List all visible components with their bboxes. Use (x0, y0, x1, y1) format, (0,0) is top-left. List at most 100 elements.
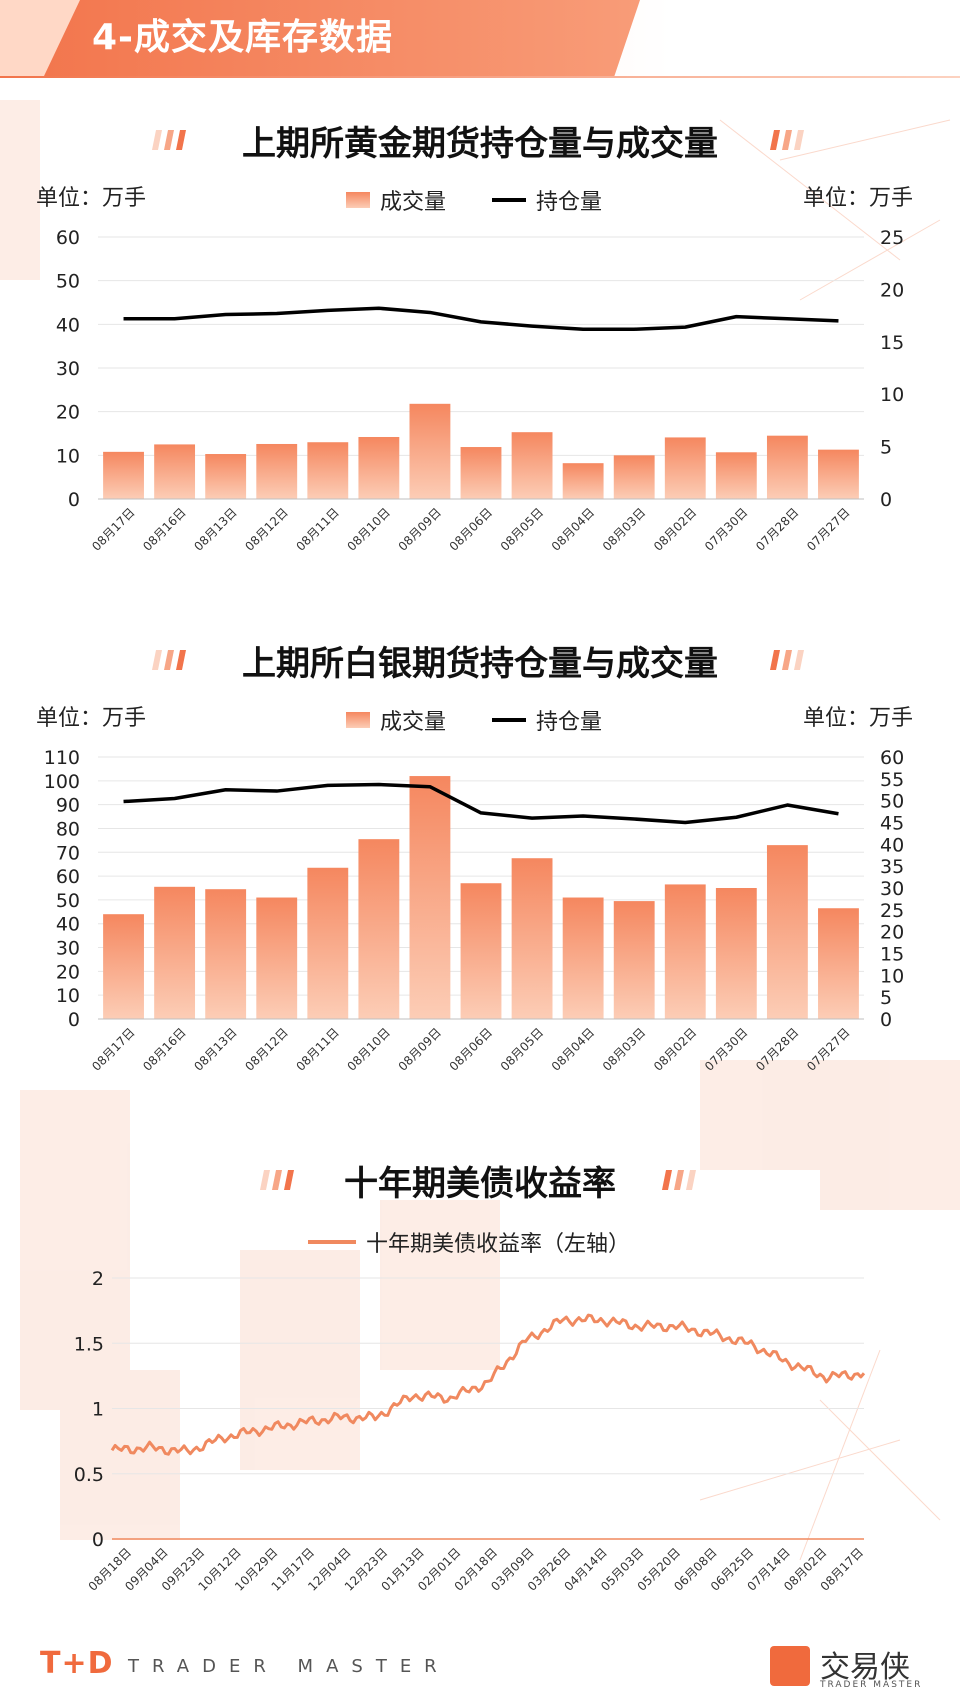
y-tick-label-left: 70 (56, 842, 80, 864)
y-tick-label-right: 35 (880, 856, 904, 878)
y-tick-label-left: 50 (56, 890, 80, 912)
legend-line-label: 持仓量 (536, 710, 603, 735)
y-tick-label-left: 20 (56, 402, 80, 424)
jiaoyixia-logo-text: 交易侠 (820, 1650, 910, 1685)
title-decoration-left (152, 130, 186, 150)
y-tick-label-right: 20 (880, 922, 904, 944)
yield-line (110, 1313, 866, 1456)
open-interest-line (123, 306, 839, 331)
bar (103, 914, 144, 1019)
legend-bar-swatch (346, 712, 370, 728)
silver-unit-left: 单位：万手 (36, 706, 147, 731)
bar (766, 845, 808, 1019)
title-decoration-right (770, 130, 804, 150)
y-tick-label-left: 80 (56, 818, 80, 840)
gold-chart-title: 上期所黄金期货持仓量与成交量 (242, 124, 718, 164)
bar (562, 463, 604, 499)
y-tick-label-left: 30 (56, 938, 80, 960)
y-tick-label-right: 45 (880, 813, 904, 835)
bar (511, 858, 553, 1019)
bar (307, 867, 349, 1019)
bar (766, 435, 808, 499)
y-tick-label-left: 0 (68, 489, 80, 511)
bar (613, 901, 655, 1019)
bar (205, 454, 247, 499)
y-tick-label-right: 10 (880, 384, 904, 406)
bar (154, 886, 196, 1019)
bar (307, 442, 349, 499)
bar (511, 432, 553, 499)
brand-wordmark: TRADER MASTER (128, 1656, 450, 1677)
silver-chart: 0102030405060708090100110051015202530354… (44, 747, 904, 1074)
y-tick-label-right: 15 (880, 332, 904, 354)
bar (205, 889, 247, 1019)
y-tick-label-left: 10 (56, 445, 80, 467)
silver-chart-title: 上期所白银期货持仓量与成交量 (242, 644, 718, 684)
header-divider (0, 76, 960, 78)
bar (818, 449, 859, 499)
bar (358, 436, 400, 499)
bar (154, 444, 196, 499)
y-tick-label-right: 25 (880, 227, 904, 249)
treasury-chart-title: 十年期美债收益率 (344, 1164, 616, 1204)
bar (103, 451, 144, 499)
y-tick-label-right: 30 (880, 878, 904, 900)
y-tick-label-right: 5 (880, 437, 892, 459)
y-tick-label-left: 50 (56, 271, 80, 293)
y-tick-label-right: 20 (880, 279, 904, 301)
bar (664, 884, 706, 1019)
legend-line-swatch (492, 718, 527, 722)
legend-line-label: 十年期美债收益率（左轴） (366, 1232, 631, 1257)
silver-unit-right: 单位：万手 (803, 706, 914, 731)
y-tick-label-right: 55 (880, 769, 904, 791)
y-tick-label-left: 110 (44, 747, 80, 769)
legend-line-swatch (308, 1240, 356, 1244)
bar (256, 897, 298, 1019)
open-interest-line (123, 782, 839, 825)
legend-bar-swatch (346, 192, 370, 208)
y-tick-label-right: 60 (880, 747, 904, 769)
legend-line-label: 持仓量 (536, 190, 603, 215)
gold-unit-left: 单位：万手 (36, 186, 147, 211)
y-tick-label-left: 20 (56, 961, 80, 983)
bar (409, 776, 451, 1019)
y-tick-label: 0.5 (74, 1464, 104, 1486)
title-decoration-right (770, 650, 804, 670)
y-tick-label: 2 (92, 1268, 104, 1290)
section-header-tab (0, 0, 640, 76)
y-tick-label: 1.5 (74, 1333, 104, 1355)
bar (460, 447, 502, 499)
y-tick-label-right: 50 (880, 791, 904, 813)
y-tick-label-left: 0 (68, 1009, 80, 1031)
y-tick-label-left: 60 (56, 866, 80, 888)
y-tick-label-right: 0 (880, 489, 892, 511)
bar (562, 897, 604, 1019)
y-tick-label-left: 10 (56, 985, 80, 1007)
y-tick-label-right: 0 (880, 1009, 892, 1031)
y-tick-label-left: 30 (56, 358, 80, 380)
y-tick-label-left: 40 (56, 314, 80, 336)
y-tick-label-left: 60 (56, 227, 80, 249)
jiaoyixia-logo-icon (770, 1646, 810, 1686)
jiaoyixia-logo: 交易侠 TRADER MASTER (770, 1642, 930, 1692)
y-tick-label: 1 (92, 1399, 104, 1421)
y-tick-label-left: 100 (44, 771, 80, 793)
bar (358, 839, 400, 1019)
td-logo: T+D (40, 1646, 114, 1681)
bar (664, 437, 706, 499)
y-tick-label-right: 40 (880, 834, 904, 856)
bar (715, 888, 757, 1019)
y-tick-label-right: 10 (880, 965, 904, 987)
treasury-legend: 十年期美债收益率（左轴） (308, 1226, 630, 1258)
bar (613, 455, 655, 499)
y-tick-label-right: 25 (880, 900, 904, 922)
legend-bar-label: 成交量 (380, 710, 447, 735)
bar (460, 883, 502, 1019)
y-tick-label-right: 15 (880, 944, 904, 966)
bar (715, 452, 757, 499)
section-title: 4-成交及库存数据 (92, 17, 393, 58)
y-tick-label: 0 (92, 1529, 104, 1551)
gold-unit-right: 单位：万手 (803, 186, 914, 211)
bar (818, 908, 859, 1019)
